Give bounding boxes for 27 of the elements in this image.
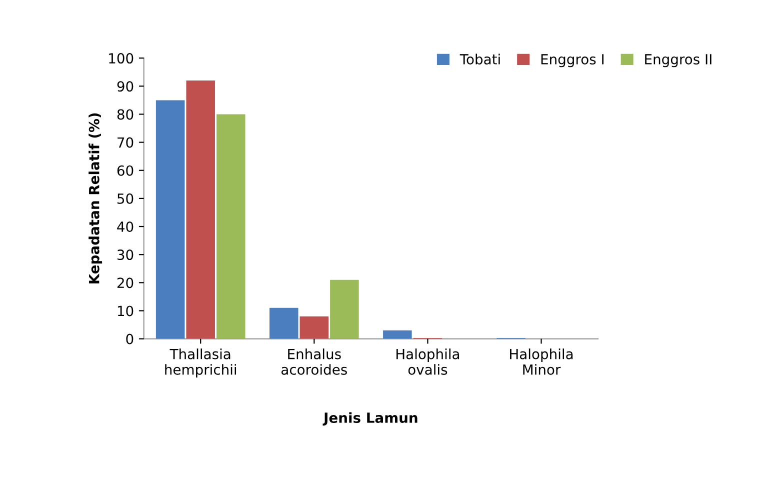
y-tick-label: 20 bbox=[117, 278, 134, 288]
bar bbox=[156, 100, 185, 339]
x-axis-title: Jenis Lamun bbox=[322, 412, 418, 426]
bar bbox=[186, 80, 215, 339]
x-tick-label: Halophila ovalis bbox=[396, 348, 460, 375]
legend-label: Enggros I bbox=[541, 54, 604, 68]
y-tick-label: 0 bbox=[126, 334, 134, 344]
y-tick-label: 40 bbox=[117, 221, 134, 232]
y-tick-label: 80 bbox=[117, 109, 134, 120]
x-tick-label: Thallasia hemprichii bbox=[165, 348, 236, 378]
y-tick-label: 30 bbox=[117, 250, 134, 260]
y-tick-label: 70 bbox=[118, 137, 134, 148]
legend-label: Enggros II bbox=[645, 54, 712, 68]
y-tick-label: 10 bbox=[118, 306, 134, 316]
y-axis-title: Kepadatan Relatif (%) bbox=[88, 113, 102, 284]
y-tick-label: 60 bbox=[117, 165, 134, 176]
bar bbox=[330, 280, 359, 339]
x-tick-label: Enhalus acoroides bbox=[281, 348, 347, 375]
y-tick-label: 50 bbox=[118, 193, 134, 204]
y-tick-label: 90 bbox=[117, 81, 134, 92]
bar bbox=[383, 330, 412, 339]
bar bbox=[300, 316, 329, 339]
bar bbox=[269, 308, 298, 339]
y-tick-label: 100 bbox=[109, 53, 134, 64]
legend-label: Tobati bbox=[460, 54, 500, 64]
bar bbox=[216, 114, 246, 339]
x-tick-label: Halophila Minor bbox=[510, 348, 573, 375]
